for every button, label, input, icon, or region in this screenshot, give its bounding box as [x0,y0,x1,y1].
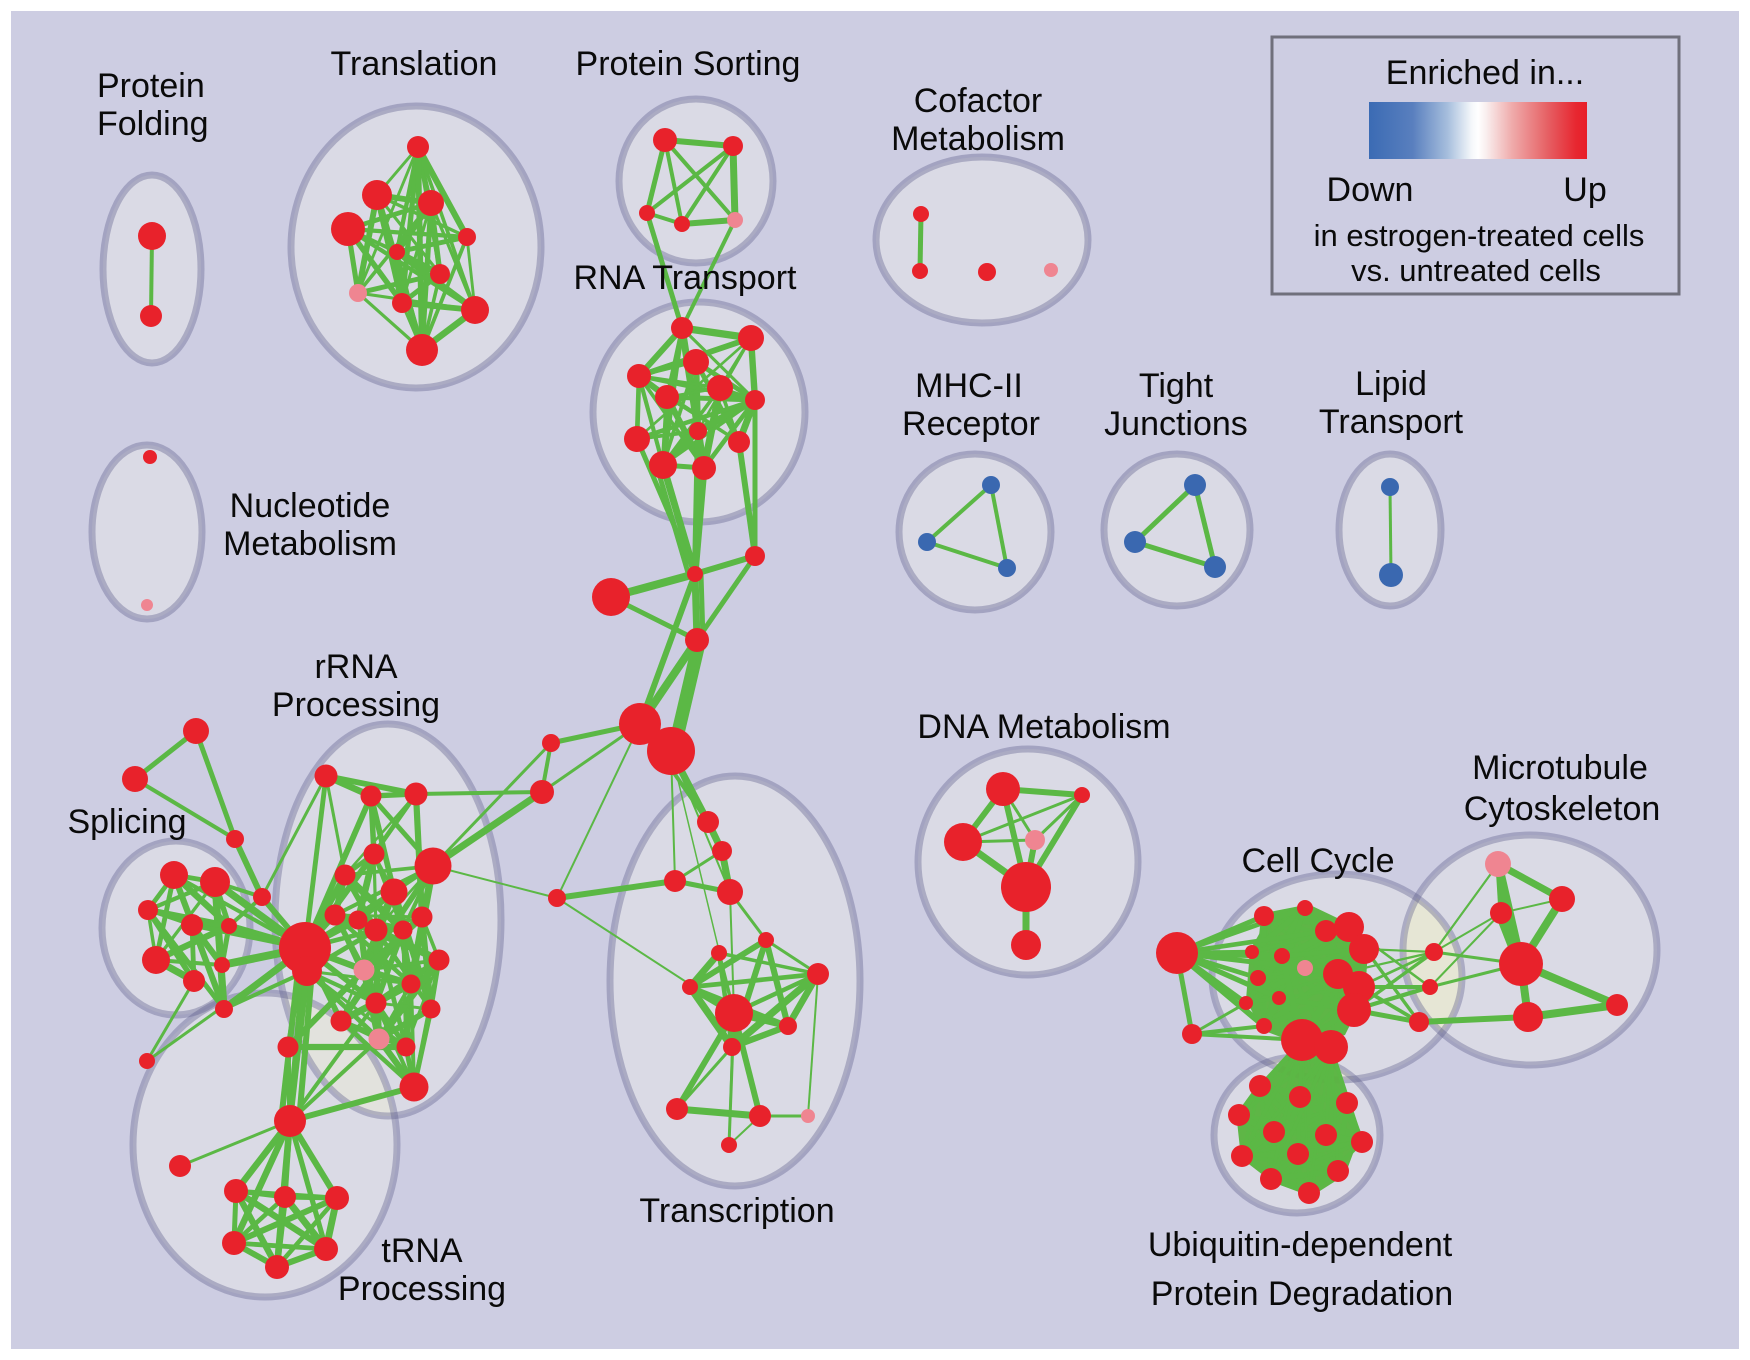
svg-text:Transcription: Transcription [639,1192,834,1230]
svg-text:Protein Sorting: Protein Sorting [576,45,801,83]
svg-text:Cofactor: Cofactor [914,82,1043,120]
svg-text:Enriched in...: Enriched in... [1386,54,1584,92]
svg-text:Metabolism: Metabolism [891,120,1065,158]
svg-text:MHC-II: MHC-II [915,367,1023,405]
svg-text:DNA Metabolism: DNA Metabolism [917,708,1170,746]
svg-text:Tight: Tight [1139,367,1214,405]
svg-text:Processing: Processing [272,686,440,724]
svg-text:Nucleotide: Nucleotide [230,487,391,525]
svg-text:Lipid: Lipid [1355,365,1427,403]
svg-text:Protein Degradation: Protein Degradation [1151,1275,1453,1313]
svg-text:Down: Down [1327,171,1414,209]
svg-text:vs. untreated cells: vs. untreated cells [1351,253,1601,288]
svg-text:Junctions: Junctions [1104,405,1248,443]
svg-text:Folding: Folding [97,105,209,143]
svg-text:rRNA: rRNA [314,648,397,686]
svg-text:Microtubule: Microtubule [1472,749,1648,787]
svg-text:Translation: Translation [331,45,498,83]
svg-text:Splicing: Splicing [67,803,186,841]
svg-text:Metabolism: Metabolism [223,525,397,563]
svg-text:tRNA: tRNA [381,1232,463,1270]
svg-text:Cytoskeleton: Cytoskeleton [1464,790,1661,828]
svg-text:Processing: Processing [338,1270,506,1308]
svg-text:Ubiquitin-dependent: Ubiquitin-dependent [1148,1226,1453,1264]
svg-text:in estrogen-treated cells: in estrogen-treated cells [1314,218,1645,253]
svg-text:Cell Cycle: Cell Cycle [1241,842,1394,880]
svg-text:Transport: Transport [1319,403,1464,441]
svg-text:RNA Transport: RNA Transport [574,259,798,297]
svg-text:Protein: Protein [97,67,205,105]
svg-text:Receptor: Receptor [902,405,1040,443]
svg-text:Up: Up [1563,171,1606,209]
